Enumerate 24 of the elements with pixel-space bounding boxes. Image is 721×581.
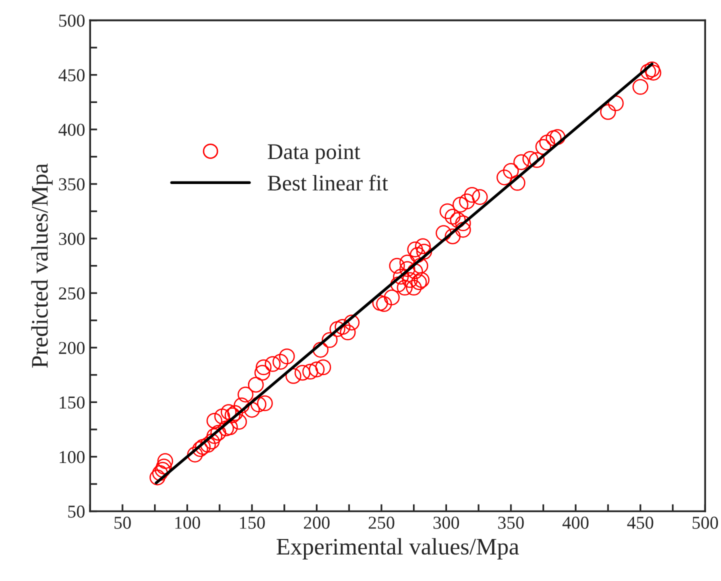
y-tick-label: 500	[59, 14, 85, 27]
y-tick-label: 300	[59, 232, 85, 245]
x-tick-label: 200	[304, 516, 330, 529]
y-tick-label: 100	[60, 450, 85, 464]
y-axis-title: Predicted values/Mpa	[31, 164, 53, 368]
x-tick-label: 450	[627, 516, 654, 529]
y-tick-label: 50	[68, 506, 85, 518]
y-tick-label: 350	[59, 178, 85, 190]
x-tick-label: 400	[562, 516, 589, 529]
x-tick-label: 50	[114, 516, 131, 529]
legend-label: Data point	[268, 144, 360, 164]
x-tick-label: 150	[240, 516, 265, 529]
x-axis-title: Experimental values/Mpa	[276, 538, 519, 560]
x-tick-label: 100	[175, 516, 200, 529]
y-tick-label: 400	[58, 124, 85, 136]
y-tick-label: 450	[58, 69, 85, 82]
x-tick-label: 300	[434, 516, 460, 529]
y-tick-label: 250	[58, 287, 85, 300]
x-tick-label: 350	[498, 516, 524, 529]
x-tick-label: 250	[368, 516, 394, 529]
y-tick-label: 150	[60, 396, 85, 409]
x-tick-label: 500	[692, 516, 718, 529]
y-tick-label: 200	[58, 342, 85, 354]
legend-label: Best linear fit	[268, 174, 388, 191]
